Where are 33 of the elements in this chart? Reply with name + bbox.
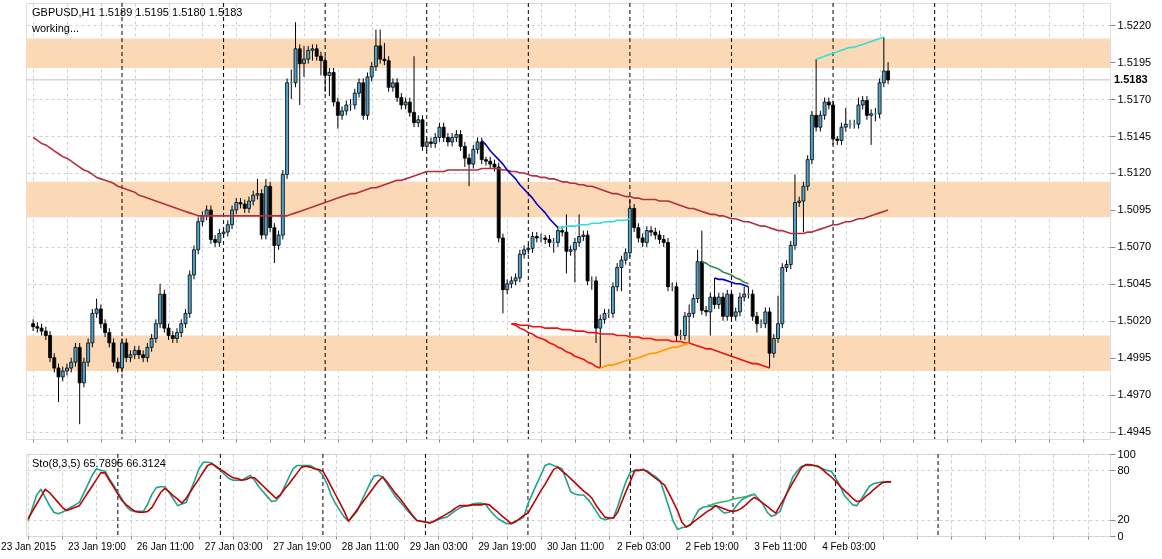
y-tick-label: 1.5070: [1117, 240, 1152, 253]
y-tick-label: 1.5120: [1117, 166, 1152, 179]
chart-title: GBPUSD,H1 1.5189 1.5195 1.5180 1.5183: [32, 6, 243, 18]
x-tick-label: 29 Jan 19:00: [478, 540, 537, 552]
x-tick-label: 27 Jan 19:00: [273, 540, 332, 552]
annotation: working...: [31, 22, 80, 34]
y-tick-label: 20: [1117, 513, 1130, 526]
y-tick-label: 1.4970: [1117, 388, 1152, 401]
y-tick-label: 1.4945: [1117, 425, 1152, 438]
x-tick-label: 30 Jan 11:00: [546, 540, 605, 552]
x-tick-label: 23 Jan 2015: [1, 540, 57, 552]
y-tick-label: 1.5170: [1117, 92, 1152, 105]
y-tick-label: 1.5220: [1117, 18, 1152, 31]
y-tick-label: 80: [1117, 463, 1130, 476]
ref-line-label: 1.5183: [1114, 72, 1148, 85]
y-tick-label: 1.5045: [1117, 277, 1152, 290]
x-tick-label: 29 Jan 03:00: [409, 540, 469, 552]
x-tick-label: 2 Feb 03:00: [617, 540, 671, 552]
x-tick-label: 23 Jan 19:00: [68, 540, 127, 552]
y-tick-label: 100: [1117, 447, 1136, 460]
y-tick-label: 1.5020: [1117, 314, 1152, 327]
y-tick-label: 1.5095: [1117, 203, 1152, 216]
chart-title: Sto(8,3,5) 65.7895 66.3124: [32, 457, 166, 469]
x-tick-label: 4 Feb 03:00: [822, 540, 876, 552]
y-tick-label: 1.4995: [1117, 351, 1152, 364]
x-tick-label: 26 Jan 11:00: [136, 540, 195, 552]
x-tick-label: 27 Jan 03:00: [204, 540, 264, 552]
y-tick-label: 0: [1117, 529, 1124, 542]
x-tick-label: 3 Feb 11:00: [754, 540, 808, 552]
x-tick-label: 2 Feb 19:00: [685, 540, 740, 552]
x-tick-label: 28 Jan 11:00: [341, 540, 400, 552]
y-tick-label: 1.5195: [1117, 55, 1152, 68]
y-tick-label: 1.5145: [1117, 129, 1152, 142]
